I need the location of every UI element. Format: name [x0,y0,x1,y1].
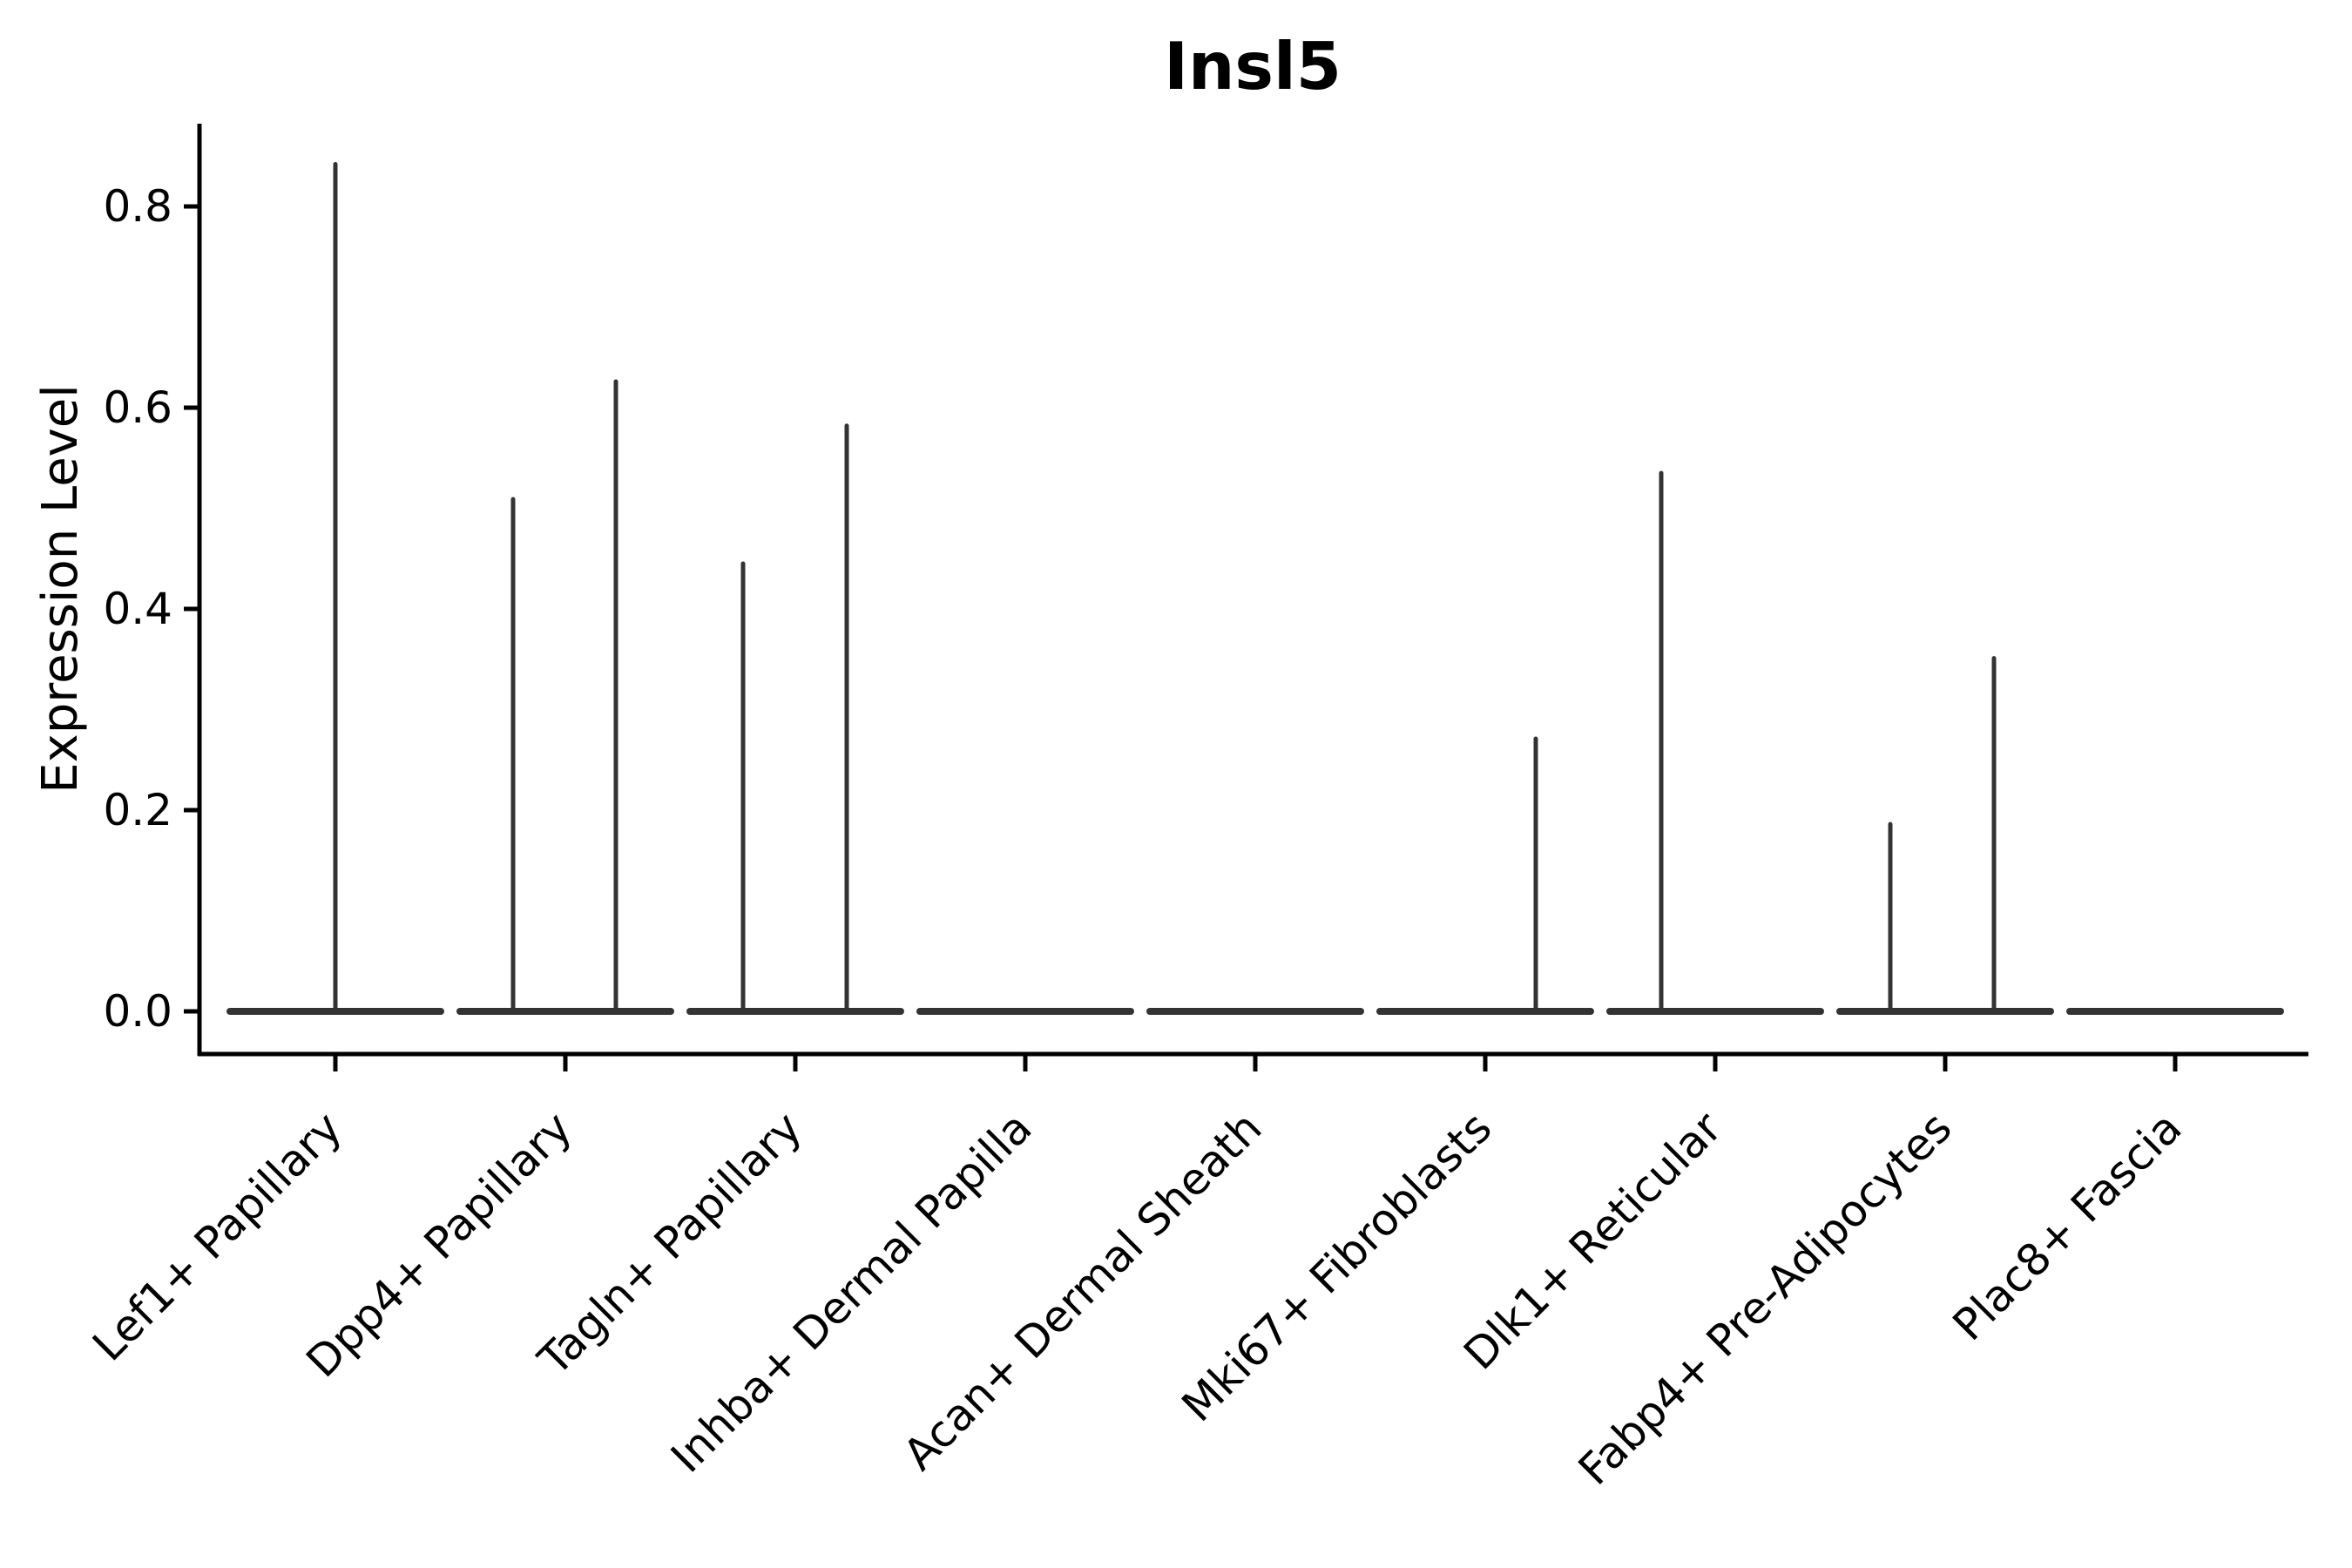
violin [1606,470,1824,1015]
violin [1376,736,1594,1015]
y-axis-label: Expression Level [32,384,89,794]
y-tick-label: 0.0 [103,986,172,1037]
y-tick-label: 0.8 [103,181,172,232]
violin [1836,656,2054,1015]
violin [686,423,904,1015]
violin [226,161,444,1015]
x-tick-label: Fabp4+ Pre-Adipocytes [1569,1102,1962,1495]
violin [456,379,674,1015]
y-tick-label: 0.6 [103,382,172,433]
y-tick-label: 0.2 [103,785,172,835]
y-tick-label: 0.4 [103,584,172,634]
x-tick-label: Lef1+ Papillary [83,1102,351,1370]
violin-layer [226,161,2284,1015]
chart-title: Insl5 [1164,28,1342,105]
x-tick-label: Plac8+ Fascia [1943,1102,2192,1350]
